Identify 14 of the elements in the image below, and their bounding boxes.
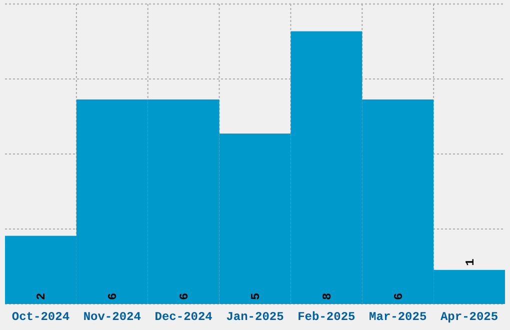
x-tick-label: Apr-2025	[440, 310, 498, 324]
x-tick-label: Oct-2024	[12, 310, 70, 324]
data-label: 6	[106, 292, 120, 300]
data-label: 5	[249, 292, 263, 300]
data-label: 6	[178, 292, 192, 300]
x-tick-label: Dec-2024	[154, 310, 212, 324]
data-label: 2	[34, 292, 49, 300]
x-tick-label: Nov-2024	[83, 310, 141, 324]
x-tick-label: Mar-2025	[369, 310, 427, 324]
data-label: 6	[392, 292, 406, 300]
data-label: 8	[320, 292, 334, 300]
x-tick-label: Jan-2025	[226, 310, 284, 324]
data-label: 1	[463, 258, 478, 266]
x-tick-label: Feb-2025	[298, 310, 356, 324]
